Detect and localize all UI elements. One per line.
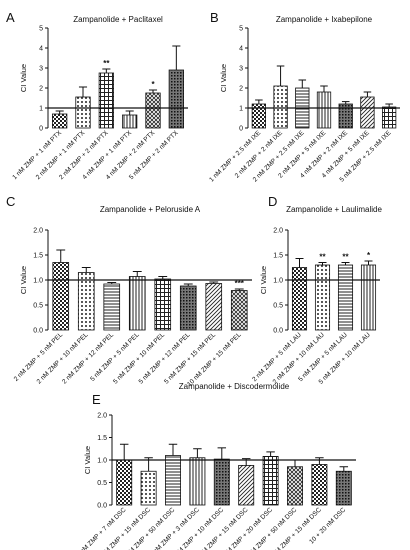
chart-title: Zampanolide + Laulimalide [286, 205, 382, 214]
y-tick-label: 3 [39, 66, 43, 73]
significance-marker: *** [235, 279, 245, 288]
bar [273, 85, 288, 129]
bar [103, 283, 121, 331]
bar [122, 114, 138, 129]
y-tick-label: 1.5 [273, 253, 283, 260]
chart-panel-b: B Zampanolide + Ixabepilone 0 1 2 3 4 5 CI Value… [208, 10, 400, 184]
y-tick-label: 2 [39, 86, 43, 93]
category-label: 2 nM ZMP + 12 nM PEL [61, 331, 115, 385]
bar [145, 92, 161, 129]
bar [360, 264, 377, 331]
significance-marker: ** [319, 253, 326, 262]
chart-title: Zampanolide + Paclitaxel [73, 15, 163, 24]
bar [128, 276, 146, 331]
y-tick-label: 3 [239, 66, 243, 73]
y-axis-label: CI Value [19, 64, 28, 92]
y-tick-label: 2 [239, 86, 243, 93]
y-tick-label: 1.0 [273, 278, 283, 285]
panel-letter: C [6, 194, 15, 209]
significance-marker: * [367, 251, 371, 260]
y-axis-label: CI Value [83, 446, 92, 474]
chart-panel-d: D Zampanolide + Laulimalide 0.0 0.5 1.0 1.5 2.… [251, 194, 382, 386]
y-axis-label: CI Value [19, 266, 28, 294]
y-tick-label: 2.0 [97, 413, 107, 420]
bar [52, 113, 68, 129]
chart-title: Zampanolide + Discodermolide [179, 382, 290, 391]
bar [77, 272, 95, 331]
category-label: 5 nM ZMP + 10 nM PEL [112, 331, 166, 385]
y-tick-label: 0.0 [97, 503, 107, 510]
bar [205, 283, 223, 331]
bar [140, 470, 157, 506]
bar [262, 455, 279, 506]
y-tick-label: 0.5 [33, 303, 43, 310]
category-label: 5 nM ZMP + 2 nM PTX [128, 129, 180, 181]
bar [179, 285, 197, 331]
y-tick-label: 5 [39, 26, 43, 33]
bar [314, 264, 331, 331]
significance-marker: ** [342, 253, 349, 262]
category-label: 2 nM ZMP + 10 nM PEL [36, 331, 90, 385]
y-tick-label: 1.5 [97, 435, 107, 442]
bar [238, 464, 255, 506]
bar [316, 91, 332, 129]
bar [52, 262, 70, 331]
y-tick-label: 4 [39, 46, 43, 53]
y-tick-label: 0.0 [273, 328, 283, 335]
bar [213, 458, 230, 506]
y-tick-label: 4 [239, 46, 243, 53]
panel-letter: B [210, 10, 219, 25]
bar [335, 470, 352, 506]
y-tick-label: 1.0 [97, 458, 107, 465]
bar [360, 96, 375, 129]
bar [291, 267, 308, 331]
bar [98, 72, 114, 129]
bar [75, 96, 91, 129]
bar [116, 459, 133, 506]
category-label: 5 nM ZMP + 5 nM PEL [89, 331, 141, 383]
y-tick-label: 2.0 [33, 228, 43, 235]
category-label: 2 nM ZMP + 5 nM PEL [13, 331, 65, 383]
y-axis-label: CI Value [219, 64, 228, 92]
chart-title: Zampanolide + Peloruside A [100, 205, 201, 214]
y-tick-label: 0 [239, 126, 243, 133]
panel-letter: A [6, 10, 15, 25]
bar [337, 264, 354, 331]
significance-marker: ** [103, 59, 110, 68]
bar [165, 455, 181, 506]
bar [311, 464, 328, 506]
category-label: 10 nM ZMP + 15 nM PEL [186, 331, 243, 388]
y-tick-label: 1.0 [33, 278, 43, 285]
y-tick-label: 1 [239, 106, 243, 113]
significance-marker: * [151, 80, 155, 89]
bar [168, 69, 184, 129]
y-tick-label: 0 [39, 126, 43, 133]
y-tick-label: 5 [239, 26, 243, 33]
chart-panel-c: C Zampanolide + Peloruside A 0.0 0.5 1.0 1.5 2… [6, 194, 252, 388]
panel-letter: E [92, 392, 101, 407]
chart-panel-e: E Zampanolide + Discodermolide 0.0 0.5 1.0 1.… [75, 382, 356, 550]
y-tick-label: 0.0 [33, 328, 43, 335]
bar [287, 466, 303, 506]
y-tick-label: 1.5 [33, 253, 43, 260]
bar [189, 457, 206, 506]
y-tick-label: 0.5 [97, 480, 107, 487]
category-label: 5 nM ZMP + 12 nM PEL [138, 331, 192, 385]
panel-letter: D [268, 194, 277, 209]
bar [154, 278, 172, 331]
bar [230, 290, 248, 331]
y-tick-label: 1 [39, 106, 43, 113]
bar [382, 106, 397, 129]
chart-title: Zampanolide + Ixabepilone [276, 15, 373, 24]
y-tick-label: 0.5 [273, 303, 283, 310]
y-axis-label: CI Value [259, 266, 268, 294]
category-label: 5 nM ZMP + 15 nM PEL [163, 331, 217, 385]
y-tick-label: 2.0 [273, 228, 283, 235]
